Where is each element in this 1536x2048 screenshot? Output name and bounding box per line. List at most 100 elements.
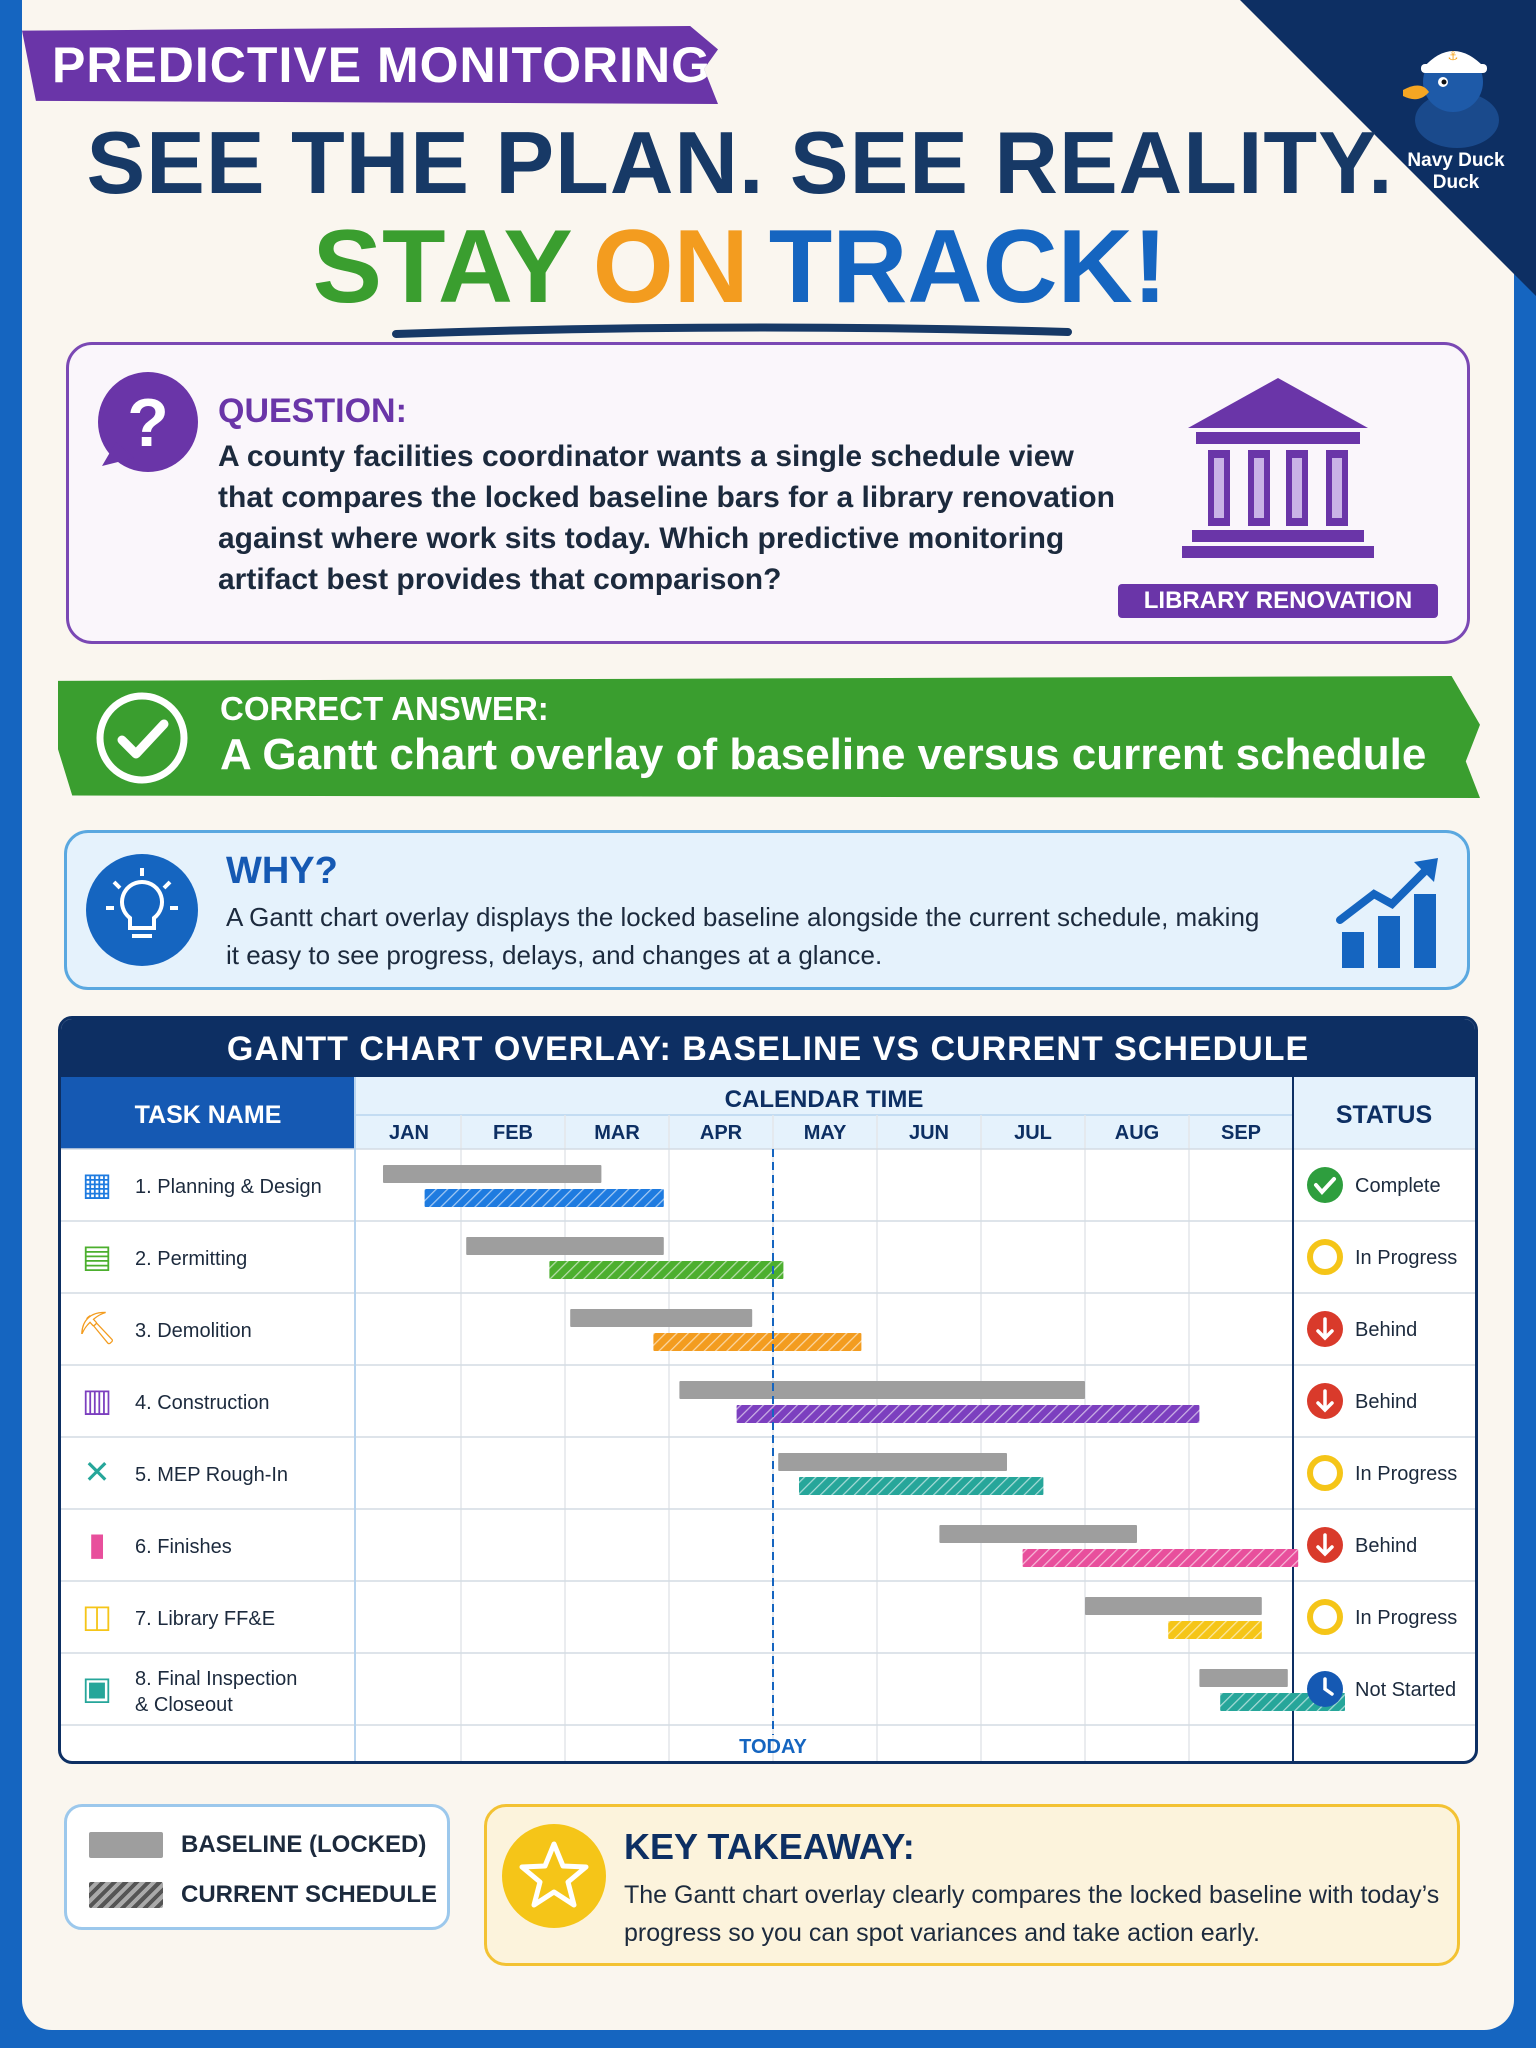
status-header-bg: [1293, 1077, 1475, 1149]
status-label: In Progress: [1355, 1607, 1457, 1629]
baseline-bar: [570, 1309, 753, 1327]
why-card: [64, 830, 1470, 990]
tools-icon: ✕: [84, 1453, 111, 1491]
month-label-apr: APR: [700, 1122, 743, 1144]
legend-item-baseline: BASELINE (LOCKED): [89, 1825, 449, 1865]
brand-name: Navy Duck Duck: [1407, 150, 1505, 193]
task-name: 2. Permitting: [135, 1248, 247, 1270]
library-renovation-badge: LIBRARY RENOVATION: [1118, 584, 1438, 618]
answer-text: A Gantt chart overlay of baseline versus…: [220, 730, 1427, 779]
status-check-mark: [1314, 1177, 1336, 1196]
status-label: Behind: [1355, 1535, 1417, 1557]
answer-banner: [58, 676, 1480, 798]
headline-underline: [392, 323, 1072, 338]
status-complete-icon: [1307, 1167, 1343, 1203]
current-bar: [799, 1477, 1044, 1495]
task-name: 7. Library FF&E: [135, 1608, 275, 1630]
check-circle-icon: [96, 692, 188, 784]
task-name: 8. Final Inspection: [135, 1668, 297, 1690]
excavator-icon: ⛏: [77, 1309, 118, 1347]
star-icon: [502, 1824, 606, 1928]
month-label-jul: JUL: [1014, 1122, 1052, 1144]
takeaway-text: The Gantt chart overlay clearly compares…: [624, 1881, 1440, 1947]
task-header-bg: [61, 1077, 355, 1149]
baseline-bar: [1085, 1597, 1262, 1615]
why-text: A Gantt chart overlay displays the locke…: [226, 902, 1260, 970]
status-progress-icon: [1307, 1455, 1343, 1491]
status-label: Complete: [1355, 1175, 1441, 1197]
growth-chart-icon: [1336, 858, 1438, 968]
month-label-jun: JUN: [909, 1122, 949, 1144]
current-bar: [1168, 1621, 1262, 1639]
lightbulb-icon: [86, 854, 198, 966]
bricks-icon: ▥: [82, 1381, 112, 1419]
status-label: In Progress: [1355, 1247, 1457, 1269]
baseline-bar: [679, 1381, 1085, 1399]
tagline: STAY ON TRACK!: [0, 208, 1480, 327]
why-label: WHY?: [226, 850, 338, 892]
status-arrow-down: [1316, 1533, 1334, 1557]
legend-swatch-current: [89, 1882, 163, 1908]
month-label-mar: MAR: [594, 1122, 640, 1144]
status-arrow-down: [1316, 1389, 1334, 1413]
status-label: Behind: [1355, 1319, 1417, 1341]
topic-banner: PREDICTIVE MONITORING: [22, 26, 718, 104]
task-header-label: TASK NAME: [135, 1101, 282, 1129]
time-header-label: CALENDAR TIME: [725, 1086, 924, 1113]
key-takeaway-card: [484, 1804, 1460, 1966]
task-name: 3. Demolition: [135, 1320, 252, 1342]
paint-roller-icon: ▮: [88, 1525, 106, 1563]
svg-text:⚓: ⚓: [1448, 49, 1459, 63]
gantt-plot: TASK NAME CALENDAR TIME STATUS JAN FEB MAR APR…: [61, 1077, 1475, 1761]
task-name: 6. Finishes: [135, 1536, 232, 1558]
legend-item-current: CURRENT SCHEDULE: [89, 1875, 449, 1915]
month-label-sep: SEP: [1221, 1122, 1261, 1144]
blueprint-icon: ▦: [82, 1165, 112, 1203]
building-icon: ▣: [82, 1669, 112, 1707]
tagline-word-stay: STAY: [312, 209, 573, 325]
month-label-feb: FEB: [493, 1122, 533, 1144]
legend-label-current: CURRENT SCHEDULE: [181, 1881, 438, 1908]
month-label-may: MAY: [804, 1122, 847, 1144]
tagline-word-on: ON: [592, 209, 749, 325]
current-bar: [424, 1189, 664, 1207]
chart-title: GANTT CHART OVERLAY: BASELINE VS CURRENT…: [61, 1019, 1475, 1077]
legend: BASELINE (LOCKED) CURRENT SCHEDULE: [64, 1804, 450, 1930]
question-bubble-icon: ?: [98, 372, 198, 472]
today-label: TODAY: [739, 1736, 807, 1758]
status-progress-icon: [1307, 1599, 1343, 1635]
legend-label-baseline: BASELINE (LOCKED): [181, 1831, 427, 1858]
current-bar: [736, 1405, 1200, 1423]
svg-text:?: ?: [127, 385, 169, 461]
status-label: In Progress: [1355, 1463, 1457, 1485]
takeaway-label: KEY TAKEAWAY:: [624, 1826, 915, 1867]
tagline-word-track: TRACK!: [768, 209, 1168, 325]
status-progress-icon: [1307, 1239, 1343, 1275]
duck-mascot-icon: ⚓: [1403, 49, 1499, 148]
baseline-bar: [939, 1525, 1137, 1543]
baseline-bar: [466, 1237, 664, 1255]
status-label: Behind: [1355, 1391, 1417, 1413]
month-label-aug: AUG: [1115, 1122, 1159, 1144]
legend-swatch-baseline: [89, 1832, 163, 1858]
question-label: QUESTION:: [218, 392, 407, 430]
headline: SEE THE PLAN. SEE REALITY.: [86, 113, 1394, 212]
baseline-bar: [778, 1453, 1007, 1471]
library-building-icon: [1182, 378, 1374, 558]
answer-label: CORRECT ANSWER:: [220, 690, 549, 727]
document-icon: ▤: [82, 1237, 112, 1275]
time-header-bg: [355, 1077, 1293, 1149]
gantt-chart: GANTT CHART OVERLAY: BASELINE VS CURRENT…: [58, 1016, 1478, 1764]
current-bar: [653, 1333, 862, 1351]
task-name: 4. Construction: [135, 1392, 270, 1414]
month-label-jan: JAN: [389, 1122, 429, 1144]
status-arrow-down: [1316, 1317, 1334, 1341]
status-label: Not Started: [1355, 1679, 1456, 1701]
task-name: 1. Planning & Design: [135, 1176, 322, 1198]
current-bar: [549, 1261, 784, 1279]
book-icon: ◫: [82, 1597, 112, 1635]
status-clock-hands: [1323, 1677, 1334, 1696]
current-bar: [1022, 1549, 1299, 1567]
task-name-line-2: & Closeout: [135, 1694, 233, 1716]
baseline-bar: [1199, 1669, 1288, 1687]
